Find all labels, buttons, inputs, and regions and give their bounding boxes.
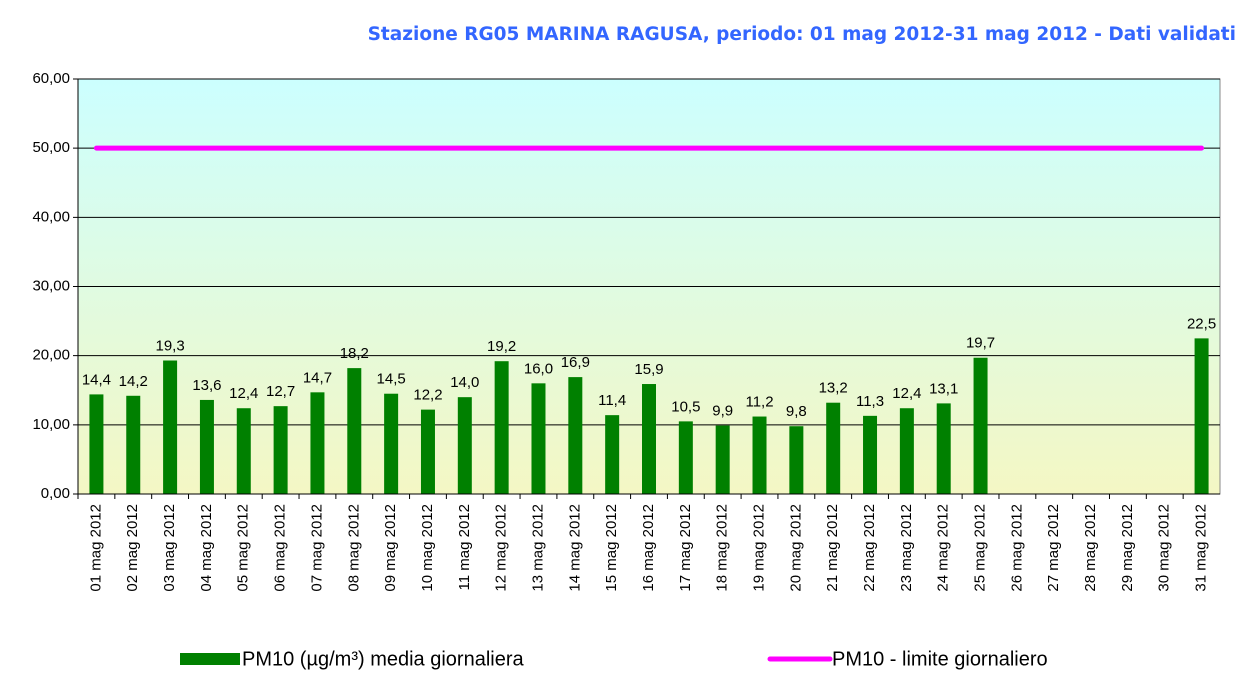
bar [494, 361, 509, 494]
x-tick-label: 11 mag 2012 [456, 504, 473, 590]
data-label: 16,0 [524, 360, 553, 377]
chart-title: Stazione RG05 MARINA RAGUSA, periodo: 01… [368, 24, 1236, 45]
data-label: 12,7 [266, 383, 295, 400]
data-label: 11,2 [745, 394, 773, 411]
x-tick-label: 10 mag 2012 [419, 504, 436, 592]
bar [1194, 338, 1209, 494]
bar [420, 409, 435, 494]
x-tick-label: 31 mag 2012 [1193, 504, 1210, 592]
data-label: 11,4 [598, 392, 626, 409]
data-label: 14,5 [377, 371, 406, 388]
bar [936, 403, 951, 494]
x-tick-label: 06 mag 2012 [272, 504, 289, 592]
x-tick-label: 30 mag 2012 [1156, 504, 1173, 592]
x-tick-label: 20 mag 2012 [787, 504, 804, 592]
x-tick-label: 29 mag 2012 [1119, 504, 1136, 592]
data-label: 13,6 [192, 377, 221, 394]
bar [678, 421, 693, 494]
data-label: 11,3 [856, 393, 884, 410]
y-tick-label: 60,00 [32, 70, 70, 87]
x-tick-label: 17 mag 2012 [677, 504, 694, 592]
x-tick-label: 03 mag 2012 [161, 504, 178, 592]
x-tick-label: 04 mag 2012 [198, 504, 215, 592]
data-label: 14,4 [82, 371, 111, 388]
x-tick-label: 07 mag 2012 [308, 504, 325, 592]
legend-label: PM10 (µg/m³) media giornaliera [242, 648, 524, 670]
data-label: 19,2 [487, 338, 516, 355]
bar [347, 368, 362, 494]
data-label: 16,9 [561, 354, 590, 371]
bar [789, 426, 804, 494]
data-label: 9,8 [786, 403, 807, 420]
data-label: 12,2 [413, 387, 442, 404]
data-label: 14,2 [119, 373, 148, 390]
x-tick-label: 21 mag 2012 [824, 504, 841, 592]
x-tick-label: 05 mag 2012 [235, 504, 252, 592]
x-tick-label: 08 mag 2012 [345, 504, 362, 592]
bar [973, 357, 988, 494]
bar [863, 415, 878, 494]
x-tick-label: 01 mag 2012 [87, 504, 104, 592]
legend-swatch [180, 653, 240, 665]
x-tick-label: 09 mag 2012 [382, 504, 399, 592]
y-tick-label: 0,00 [41, 485, 70, 502]
data-label: 10,5 [671, 398, 700, 415]
x-tick-label: 12 mag 2012 [493, 504, 510, 592]
x-tick-label: 13 mag 2012 [529, 504, 546, 592]
bar [531, 383, 546, 494]
data-label: 13,1 [929, 380, 958, 397]
y-tick-label: 30,00 [32, 277, 70, 294]
data-label: 12,4 [892, 385, 921, 402]
x-tick-label: 14 mag 2012 [566, 504, 583, 592]
data-label: 14,7 [303, 369, 332, 386]
bar [568, 377, 583, 494]
x-tick-label: 02 mag 2012 [124, 504, 141, 592]
data-label: 12,4 [229, 385, 258, 402]
x-tick-label: 26 mag 2012 [1008, 504, 1025, 592]
x-tick-label: 25 mag 2012 [972, 504, 989, 592]
bar [715, 425, 730, 494]
bar [236, 408, 251, 494]
bar [826, 402, 841, 494]
x-tick-label: 27 mag 2012 [1045, 504, 1062, 592]
data-label: 19,7 [966, 335, 995, 352]
bar [89, 394, 104, 494]
x-tick-label: 16 mag 2012 [640, 504, 657, 592]
bar [163, 360, 178, 494]
legend-label: PM10 - limite giornaliero [832, 648, 1048, 670]
y-tick-label: 50,00 [32, 139, 70, 156]
x-tick-label: 23 mag 2012 [898, 504, 915, 592]
x-tick-label: 18 mag 2012 [714, 504, 731, 592]
bar [642, 384, 656, 494]
data-label: 18,2 [340, 345, 369, 362]
y-tick-label: 10,00 [32, 416, 70, 433]
data-label: 9,9 [712, 402, 733, 419]
data-label: 14,0 [450, 374, 479, 391]
y-tick-label: 40,00 [32, 208, 70, 225]
data-label: 22,5 [1187, 315, 1216, 332]
bar [899, 408, 914, 494]
x-tick-label: 15 mag 2012 [603, 504, 620, 592]
x-tick-label: 24 mag 2012 [935, 504, 952, 592]
bar [310, 392, 325, 494]
x-tick-label: 19 mag 2012 [750, 504, 767, 592]
bar [273, 406, 288, 494]
data-label: 13,2 [819, 380, 848, 397]
bar [457, 397, 472, 494]
bar [752, 416, 767, 494]
data-label: 15,9 [634, 361, 663, 378]
data-label: 19,3 [155, 337, 184, 354]
bar [384, 393, 399, 494]
x-tick-label: 28 mag 2012 [1082, 504, 1099, 592]
bar [605, 415, 620, 494]
bar [199, 399, 214, 494]
bar [126, 395, 141, 494]
y-tick-label: 20,00 [32, 347, 70, 364]
x-tick-label: 22 mag 2012 [861, 504, 878, 592]
